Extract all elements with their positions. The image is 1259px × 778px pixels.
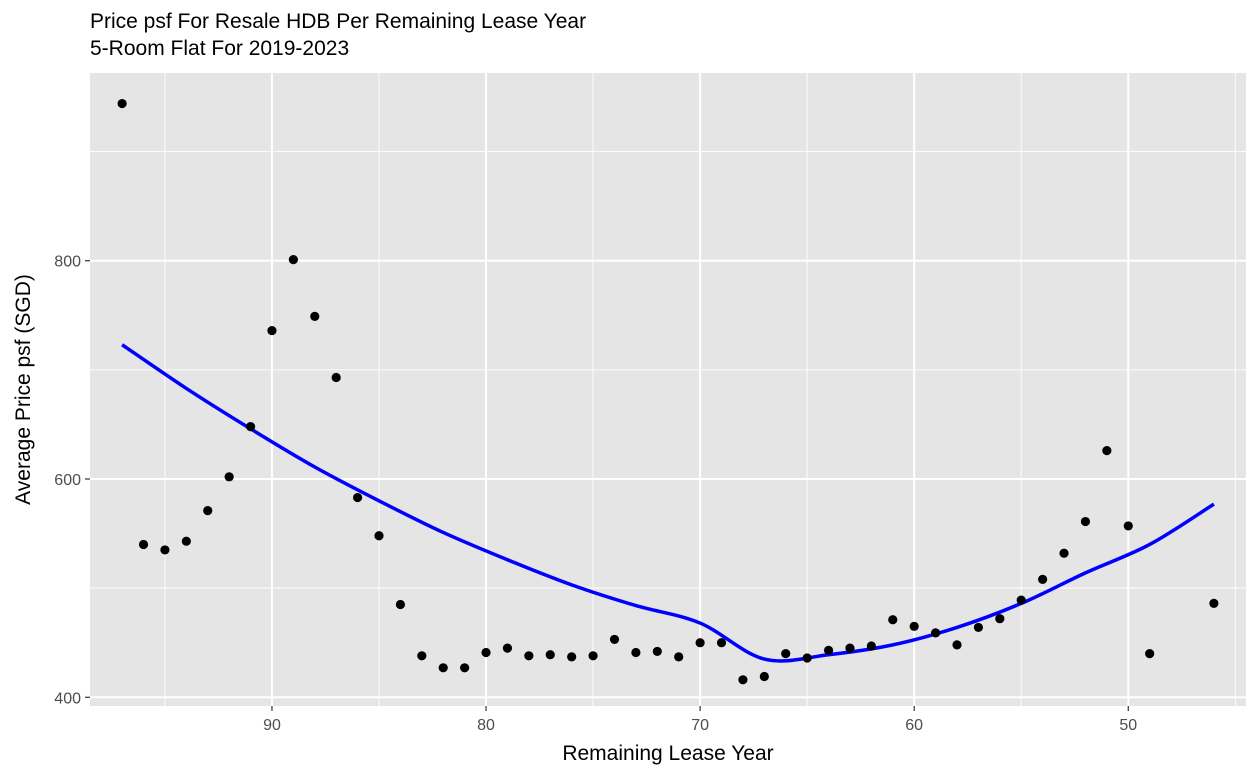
chart-title: Price psf For Resale HDB Per Remaining L…: [90, 10, 587, 33]
data-point: [695, 638, 705, 648]
data-point: [524, 651, 534, 661]
data-point: [652, 646, 662, 657]
y-axis-label: Average Price psf (SGD): [12, 274, 35, 505]
data-point: [203, 506, 213, 516]
data-point: [417, 651, 427, 661]
data-point: [674, 652, 684, 662]
data-point: [545, 650, 555, 660]
data-point: [930, 628, 941, 638]
data-point: [160, 545, 170, 555]
data-point: [267, 325, 277, 336]
data-point: [995, 614, 1005, 624]
data-point: [845, 643, 855, 653]
data-point: [716, 638, 727, 648]
data-point: [288, 255, 298, 265]
data-point: [609, 634, 620, 645]
data-point: [973, 622, 984, 633]
data-point: [481, 647, 491, 658]
x-tick-label: 50: [1119, 717, 1137, 734]
data-point: [310, 311, 320, 321]
data-point: [631, 647, 641, 658]
x-tick-label: 70: [691, 717, 709, 734]
x-tick-label: 90: [263, 717, 281, 734]
data-point: [374, 531, 384, 541]
data-point: [1102, 446, 1112, 456]
data-point: [138, 539, 149, 550]
data-point: [1080, 516, 1091, 527]
data-point: [331, 372, 341, 383]
data-point: [117, 98, 127, 109]
x-axis-label: Remaining Lease Year: [562, 742, 773, 765]
data-point: [352, 492, 363, 503]
y-tick-label: 600: [54, 472, 81, 489]
data-point: [1059, 548, 1069, 558]
data-point: [823, 645, 834, 655]
plot-panel: [90, 73, 1246, 706]
trend-line: [121, 343, 1215, 663]
data-point: [438, 663, 448, 673]
data-point: [738, 675, 748, 685]
data-point: [181, 536, 191, 546]
data-point: [1038, 574, 1048, 585]
chart-subtitle: 5-Room Flat For 2019-2023: [90, 37, 350, 60]
x-tick-label: 80: [477, 717, 495, 734]
data-point: [1016, 595, 1026, 605]
data-point: [245, 422, 256, 432]
data-point: [759, 671, 769, 682]
data-point: [1145, 649, 1155, 659]
data-point: [502, 643, 513, 653]
x-tick-label: 60: [905, 717, 923, 734]
data-point: [395, 599, 406, 610]
y-tick-label: 800: [54, 254, 81, 271]
data-point: [1209, 598, 1219, 609]
data-point: [888, 615, 898, 625]
data-point: [1123, 521, 1133, 531]
data-point: [781, 649, 791, 659]
data-point: [588, 651, 598, 661]
y-tick-label: 400: [54, 690, 81, 707]
data-point: [567, 652, 577, 662]
data-point: [952, 640, 962, 650]
data-point: [224, 472, 234, 482]
data-point: [802, 653, 812, 663]
data-point: [909, 621, 919, 631]
data-point: [866, 641, 876, 651]
data-point: [460, 663, 470, 673]
